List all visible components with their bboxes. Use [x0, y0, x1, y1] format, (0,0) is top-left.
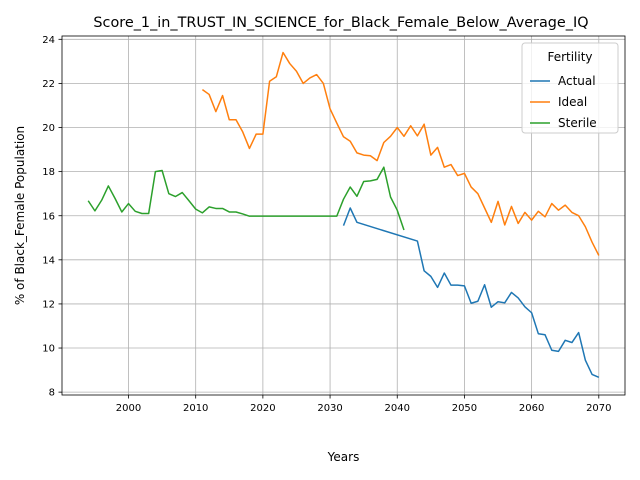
legend: Fertility Actual Ideal Sterile [521, 42, 619, 134]
y-tick-label: 24 [42, 35, 55, 46]
y-tick-label: 14 [42, 255, 55, 266]
y-tick-label: 18 [42, 167, 55, 178]
y-tick-label: 20 [42, 123, 55, 134]
chart-title: Score_1_in_TRUST_IN_SCIENCE_for_Black_Fe… [93, 15, 588, 31]
y-tick-label: 12 [42, 300, 55, 311]
axis-ticks: 2000 2010 2020 2030 2040 2050 2060 2070 8 10 12 14 1… [42, 35, 611, 414]
series-line-actual [342, 207, 600, 379]
legend-label-actual: Actual [558, 74, 596, 88]
y-axis-label: % of Black_Female Population [13, 126, 27, 305]
x-tick-label: 2000 [116, 403, 141, 414]
x-tick-label: 2040 [385, 403, 410, 414]
x-tick-label: 2010 [183, 403, 208, 414]
x-tick-label: 2070 [586, 403, 611, 414]
y-tick-label: 8 [49, 388, 55, 399]
legend-box [521, 42, 619, 134]
x-tick-label: 2020 [250, 403, 275, 414]
y-tick-label: 16 [42, 211, 55, 222]
x-tick-label: 2060 [519, 403, 544, 414]
series-line-ideal [201, 51, 600, 256]
series-line-sterile [87, 166, 405, 231]
y-tick-label: 10 [42, 344, 55, 355]
legend-label-sterile: Sterile [558, 116, 597, 130]
x-tick-label: 2030 [317, 403, 342, 414]
legend-label-ideal: Ideal [558, 95, 587, 109]
legend-items: Actual Ideal Sterile [530, 74, 597, 130]
x-tick-label: 2050 [452, 403, 477, 414]
x-axis-label: Years [327, 450, 360, 464]
legend-title: Fertility [547, 50, 592, 64]
series-lines [87, 51, 600, 379]
y-tick-label: 22 [42, 79, 55, 90]
